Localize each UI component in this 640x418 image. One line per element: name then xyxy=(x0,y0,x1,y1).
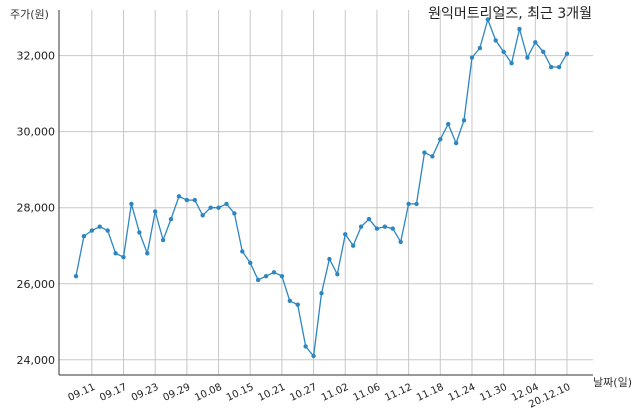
data-point xyxy=(160,237,166,243)
data-point xyxy=(398,239,403,245)
data-point xyxy=(564,51,570,56)
data-point xyxy=(548,64,554,70)
data-point xyxy=(343,232,348,237)
chart-title: 원익머트리얼즈, 최근 3개월 xyxy=(428,6,592,22)
data-point xyxy=(73,273,79,279)
data-point xyxy=(97,224,102,229)
x-tick-label: 11.02 xyxy=(320,382,351,404)
x-tick-label: 10.08 xyxy=(193,382,224,404)
data-point xyxy=(556,64,562,70)
data-point xyxy=(541,49,546,55)
data-point xyxy=(81,234,87,239)
data-point xyxy=(501,49,506,55)
data-point xyxy=(152,209,158,214)
data-point xyxy=(255,277,261,283)
y-tick-label: 30,000 xyxy=(17,126,56,139)
data-point xyxy=(382,224,388,229)
data-point xyxy=(311,353,316,359)
data-point xyxy=(509,61,514,66)
x-tick-label: 11.06 xyxy=(352,382,383,404)
data-point xyxy=(469,55,475,60)
data-point xyxy=(533,40,538,45)
data-point xyxy=(327,256,332,262)
x-tick-label: 11.24 xyxy=(447,382,478,404)
y-axis-label: 주가(원) xyxy=(10,8,49,21)
price-series xyxy=(73,17,570,359)
y-tick-label: 26,000 xyxy=(17,278,56,291)
data-point xyxy=(192,197,197,203)
x-tick-label: 11.18 xyxy=(415,382,446,404)
data-point xyxy=(366,216,372,222)
data-point xyxy=(485,17,491,22)
x-tick-label: 09.11 xyxy=(67,382,98,404)
data-point xyxy=(525,55,530,60)
data-point xyxy=(271,270,277,275)
x-tick-label: 10.21 xyxy=(257,382,288,404)
data-point xyxy=(89,228,95,233)
x-tick-label: 09.29 xyxy=(162,382,193,404)
data-point xyxy=(390,226,395,231)
data-point xyxy=(240,249,245,254)
data-point xyxy=(113,251,118,256)
data-point xyxy=(295,302,300,307)
data-point xyxy=(430,154,435,159)
grid xyxy=(59,10,593,375)
data-point xyxy=(517,26,522,32)
data-point xyxy=(208,205,213,210)
data-point xyxy=(461,118,467,123)
data-point xyxy=(121,254,126,260)
data-point xyxy=(184,197,190,203)
data-point xyxy=(129,201,134,207)
data-point xyxy=(446,121,451,127)
x-tick-label: 11.12 xyxy=(383,382,414,404)
data-point xyxy=(319,291,324,296)
data-point xyxy=(422,150,427,155)
data-point xyxy=(350,243,356,248)
data-point xyxy=(105,228,110,233)
data-point xyxy=(176,194,182,199)
data-point xyxy=(216,205,221,210)
data-point xyxy=(263,273,269,279)
data-point xyxy=(335,272,340,277)
labels: 원익머트리얼즈, 최근 3개월 주가(원) 날짜(일) xyxy=(10,6,632,389)
data-point xyxy=(374,226,380,231)
axes: 24,000 26,000 28,000 30,000 32,000 09.11 09.17… xyxy=(17,10,593,411)
data-point xyxy=(248,260,253,266)
data-point xyxy=(287,298,293,304)
x-tick-label: 10.15 xyxy=(225,382,256,404)
data-point xyxy=(414,201,419,207)
data-point xyxy=(438,137,443,142)
data-point xyxy=(224,201,229,207)
data-point xyxy=(145,251,150,256)
x-tick-label: 09.23 xyxy=(130,382,161,404)
data-point xyxy=(477,45,483,51)
price-line xyxy=(75,17,568,358)
x-tick-label: 11.30 xyxy=(478,382,509,404)
data-point xyxy=(493,38,498,43)
x-tick-label: 09.17 xyxy=(98,382,129,404)
data-point xyxy=(303,344,308,349)
data-point xyxy=(358,224,364,229)
y-tick-label: 28,000 xyxy=(17,202,56,215)
x-tick-label: 10.27 xyxy=(288,382,319,404)
data-point xyxy=(137,230,142,235)
data-point xyxy=(453,140,459,146)
y-tick-label: 32,000 xyxy=(17,50,56,63)
y-tick-label: 24,000 xyxy=(17,354,56,367)
data-point xyxy=(406,201,411,207)
data-point xyxy=(279,273,285,279)
data-point xyxy=(200,213,205,218)
data-point xyxy=(168,216,174,222)
x-axis-label: 날짜(일) xyxy=(593,375,632,389)
data-point xyxy=(232,211,237,216)
